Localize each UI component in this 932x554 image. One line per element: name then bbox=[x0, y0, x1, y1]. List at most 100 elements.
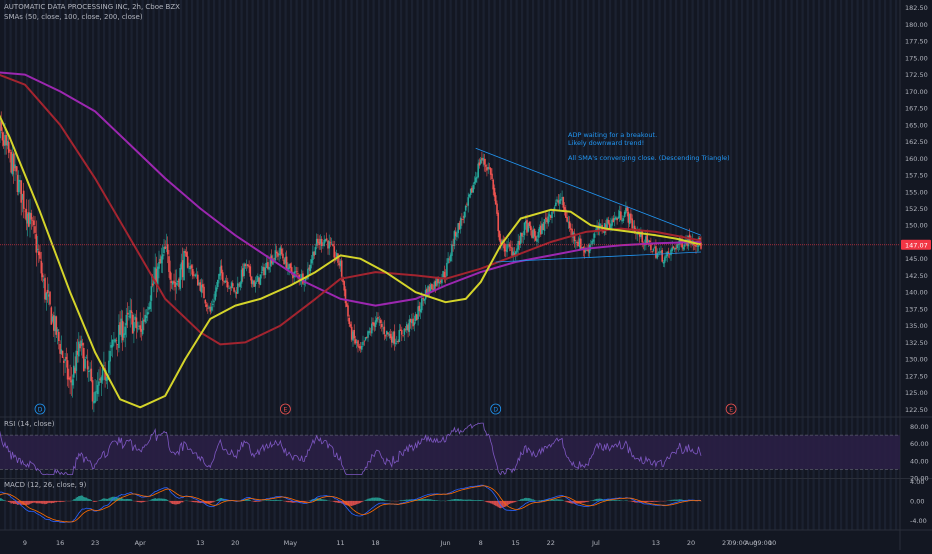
macd-bar bbox=[33, 501, 34, 503]
macd-bar bbox=[530, 499, 531, 501]
candle-body bbox=[485, 165, 487, 166]
macd-bar bbox=[305, 501, 306, 502]
macd-bar bbox=[74, 499, 75, 501]
macd-bar bbox=[77, 497, 78, 501]
macd-bar bbox=[458, 499, 459, 501]
candle-body bbox=[167, 244, 169, 254]
macd-bar bbox=[9, 501, 10, 503]
macd-bar bbox=[424, 499, 425, 501]
candle-body bbox=[623, 218, 625, 221]
macd-bar bbox=[180, 501, 181, 503]
macd-bar bbox=[325, 500, 326, 501]
macd-bar bbox=[465, 500, 466, 501]
candle-body bbox=[39, 252, 41, 259]
macd-bar bbox=[28, 501, 29, 505]
candle-body bbox=[381, 324, 383, 327]
macd-bar bbox=[256, 501, 257, 502]
candle-body bbox=[499, 231, 501, 241]
macd-bar bbox=[267, 500, 268, 501]
macd-bar bbox=[598, 499, 599, 501]
candle-body bbox=[42, 273, 44, 277]
candle-body bbox=[496, 204, 498, 214]
macd-bar bbox=[370, 498, 371, 501]
macd-bar bbox=[359, 501, 360, 503]
macd-bar bbox=[616, 500, 617, 501]
candle-body bbox=[495, 195, 497, 204]
macd-bar bbox=[334, 501, 335, 502]
macd-bar bbox=[361, 501, 362, 502]
macd-bar bbox=[367, 499, 368, 501]
candle-body bbox=[347, 305, 349, 316]
macd-bar bbox=[31, 501, 32, 504]
macd-bar bbox=[402, 500, 403, 501]
macd-bar bbox=[72, 500, 73, 501]
candle-body bbox=[206, 304, 208, 306]
macd-bar bbox=[565, 501, 566, 502]
candle-body bbox=[112, 340, 114, 347]
candle-body bbox=[46, 293, 48, 300]
macd-bar bbox=[431, 500, 432, 501]
macd-bar bbox=[371, 498, 372, 501]
macd-bar bbox=[61, 501, 62, 502]
candle-body bbox=[275, 250, 277, 260]
candle-body bbox=[69, 377, 71, 381]
event-marker-label: E bbox=[284, 407, 288, 414]
macd-bar bbox=[192, 501, 193, 502]
macd-bar bbox=[539, 500, 540, 501]
macd-bar bbox=[62, 501, 63, 502]
macd-bar bbox=[534, 500, 535, 501]
candle-body bbox=[594, 234, 596, 238]
macd-bar bbox=[362, 501, 363, 502]
macd-bar bbox=[140, 501, 141, 502]
candle-body bbox=[683, 247, 685, 249]
macd-bar bbox=[47, 501, 48, 504]
macd-bar bbox=[490, 501, 491, 503]
macd-bar bbox=[460, 499, 461, 501]
macd-bar bbox=[401, 500, 402, 501]
candle-body bbox=[310, 265, 312, 271]
candle-body bbox=[524, 223, 526, 236]
macd-label: MACD (12, 26, close, 9) bbox=[4, 481, 86, 489]
candle-body bbox=[361, 346, 363, 350]
candle-body bbox=[651, 251, 653, 252]
candle-body bbox=[23, 191, 25, 209]
macd-bar bbox=[520, 499, 521, 501]
macd-bar bbox=[350, 501, 351, 506]
price-tick-label: 175.00 bbox=[905, 54, 928, 62]
macd-bar bbox=[182, 501, 183, 502]
candle-body bbox=[566, 217, 568, 222]
candle-body bbox=[357, 340, 359, 346]
candle-body bbox=[303, 284, 305, 285]
macd-bar bbox=[595, 499, 596, 501]
macd-bar bbox=[375, 498, 376, 501]
macd-bar bbox=[76, 498, 77, 501]
event-marker-label: E bbox=[729, 407, 733, 414]
price-tick-label: 135.00 bbox=[905, 322, 928, 330]
candle-body bbox=[506, 244, 508, 252]
macd-bar bbox=[513, 501, 514, 503]
macd-bar bbox=[258, 501, 259, 502]
candle-body bbox=[136, 318, 138, 329]
price-tick-label: 127.50 bbox=[905, 372, 928, 380]
macd-bar bbox=[674, 500, 675, 501]
macd-bar bbox=[495, 501, 496, 506]
macd-bar bbox=[466, 500, 467, 501]
candle-body bbox=[620, 212, 622, 220]
candle-body bbox=[491, 174, 493, 179]
candle-body bbox=[211, 307, 213, 311]
macd-bar bbox=[276, 500, 277, 501]
candle-body bbox=[522, 236, 524, 237]
price-tick-label: 150.00 bbox=[905, 222, 928, 230]
price-tick-label: 145.00 bbox=[905, 255, 928, 263]
candle-body bbox=[176, 283, 178, 285]
candle-body bbox=[49, 292, 51, 305]
candle-body bbox=[139, 325, 141, 329]
macd-bar bbox=[81, 496, 82, 501]
annotation-line-1: ADP waiting for a breakout. bbox=[568, 131, 730, 139]
macd-bar bbox=[155, 498, 156, 501]
macd-bar bbox=[270, 500, 271, 501]
macd-bar bbox=[400, 500, 401, 501]
rsi-tick-label: 80.00 bbox=[910, 423, 929, 431]
macd-bar bbox=[593, 500, 594, 501]
